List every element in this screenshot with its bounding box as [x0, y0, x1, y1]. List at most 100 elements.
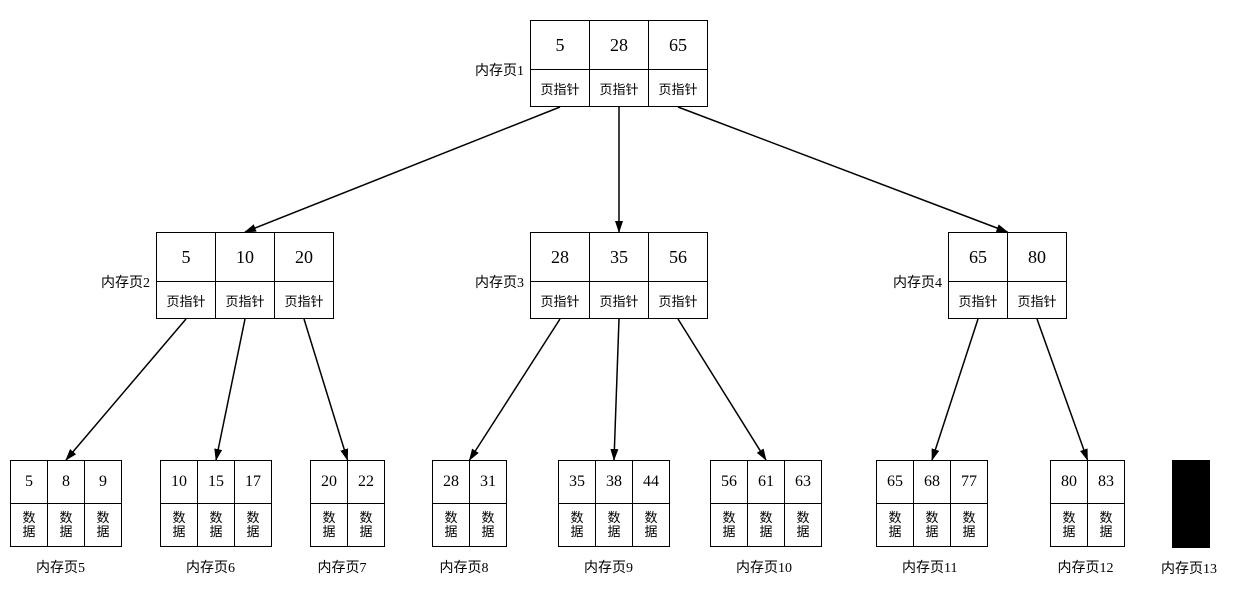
key-cell: 61 [747, 460, 785, 504]
data-label-char: 数 [759, 511, 772, 525]
tree-node: 6580页指针页指针 [948, 232, 1067, 319]
tree-edge [470, 319, 561, 460]
data-cell: 数据 [197, 503, 235, 547]
data-label-char: 数 [96, 511, 109, 525]
pointer-cell: 页指针 [648, 69, 708, 107]
node-label: 内存页2 [101, 272, 150, 292]
tree-edge [304, 319, 348, 460]
data-cell: 数据 [160, 503, 198, 547]
tree-node-dark [1172, 460, 1210, 548]
data-cell: 数据 [747, 503, 785, 547]
key-cell: 28 [589, 20, 649, 70]
key-cell: 5 [530, 20, 590, 70]
key-cell: 65 [876, 460, 914, 504]
tree-node: 656877数据数据数据 [876, 460, 988, 547]
tree-node: 283556页指针页指针页指针 [530, 232, 708, 319]
pointer-cell: 页指针 [589, 281, 649, 319]
data-cell: 数据 [913, 503, 951, 547]
tree-node: 2831数据数据 [432, 460, 507, 547]
data-label-char: 数 [59, 511, 72, 525]
key-cell: 38 [595, 460, 633, 504]
tree-node: 2022数据数据 [310, 460, 385, 547]
tree-node: 52865页指针页指针页指针 [530, 20, 708, 107]
key-cell: 77 [950, 460, 988, 504]
tree-edge [245, 107, 560, 232]
key-cell: 83 [1087, 460, 1125, 504]
tree-edge [614, 319, 619, 460]
data-cell: 数据 [784, 503, 822, 547]
node-label: 内存页5 [36, 557, 85, 577]
data-cell: 数据 [310, 503, 348, 547]
key-cell: 65 [648, 20, 708, 70]
data-cell: 数据 [347, 503, 385, 547]
data-label-char: 据 [722, 525, 735, 539]
pointer-cell: 页指针 [530, 69, 590, 107]
key-cell: 10 [160, 460, 198, 504]
tree-node: 589数据数据数据 [10, 460, 122, 547]
node-label: 内存页8 [440, 557, 489, 577]
data-label-char: 数 [796, 511, 809, 525]
pointer-cell: 页指针 [156, 281, 216, 319]
key-cell: 22 [347, 460, 385, 504]
data-label-char: 据 [1062, 525, 1075, 539]
data-label-char: 数 [1099, 511, 1112, 525]
key-cell: 31 [469, 460, 507, 504]
key-cell: 20 [274, 232, 334, 282]
key-cell: 63 [784, 460, 822, 504]
pointer-cell: 页指针 [274, 281, 334, 319]
key-cell: 44 [632, 460, 670, 504]
data-label-char: 据 [925, 525, 938, 539]
data-cell: 数据 [10, 503, 48, 547]
data-label-char: 数 [570, 511, 583, 525]
data-label-char: 据 [607, 525, 620, 539]
data-label-char: 数 [359, 511, 372, 525]
data-label-char: 数 [209, 511, 222, 525]
data-label-char: 数 [925, 511, 938, 525]
data-label-char: 数 [1062, 511, 1075, 525]
key-cell: 5 [10, 460, 48, 504]
data-label-char: 据 [246, 525, 259, 539]
data-cell: 数据 [876, 503, 914, 547]
tree-node: 8083数据数据 [1050, 460, 1125, 547]
tree-edge [678, 319, 766, 460]
key-cell: 56 [648, 232, 708, 282]
node-label: 内存页3 [475, 272, 524, 292]
data-label-char: 据 [481, 525, 494, 539]
data-cell: 数据 [710, 503, 748, 547]
key-cell: 9 [84, 460, 122, 504]
key-cell: 65 [948, 232, 1008, 282]
data-cell: 数据 [950, 503, 988, 547]
data-cell: 数据 [558, 503, 596, 547]
data-label-char: 据 [172, 525, 185, 539]
node-label: 内存页11 [902, 557, 957, 577]
pointer-cell: 页指针 [215, 281, 275, 319]
key-cell: 5 [156, 232, 216, 282]
data-cell: 数据 [469, 503, 507, 547]
data-cell: 数据 [47, 503, 85, 547]
node-label: 内存页4 [893, 272, 942, 292]
data-label-char: 据 [759, 525, 772, 539]
key-cell: 35 [589, 232, 649, 282]
data-label-char: 据 [209, 525, 222, 539]
tree-edge [1037, 319, 1088, 460]
node-label: 内存页12 [1058, 557, 1114, 577]
node-label: 内存页6 [186, 557, 235, 577]
node-label: 内存页1 [475, 60, 524, 80]
data-label-char: 数 [481, 511, 494, 525]
data-label-char: 数 [246, 511, 259, 525]
key-cell: 68 [913, 460, 951, 504]
data-label-char: 据 [962, 525, 975, 539]
tree-edge [932, 319, 978, 460]
key-cell: 80 [1050, 460, 1088, 504]
data-cell: 数据 [632, 503, 670, 547]
data-label-char: 据 [359, 525, 372, 539]
key-cell: 80 [1007, 232, 1067, 282]
data-cell: 数据 [84, 503, 122, 547]
data-cell: 数据 [1087, 503, 1125, 547]
data-label-char: 数 [444, 511, 457, 525]
data-label-char: 数 [722, 511, 735, 525]
node-label: 内存页10 [736, 557, 792, 577]
data-label-char: 据 [22, 525, 35, 539]
node-label: 内存页9 [584, 557, 633, 577]
data-cell: 数据 [234, 503, 272, 547]
